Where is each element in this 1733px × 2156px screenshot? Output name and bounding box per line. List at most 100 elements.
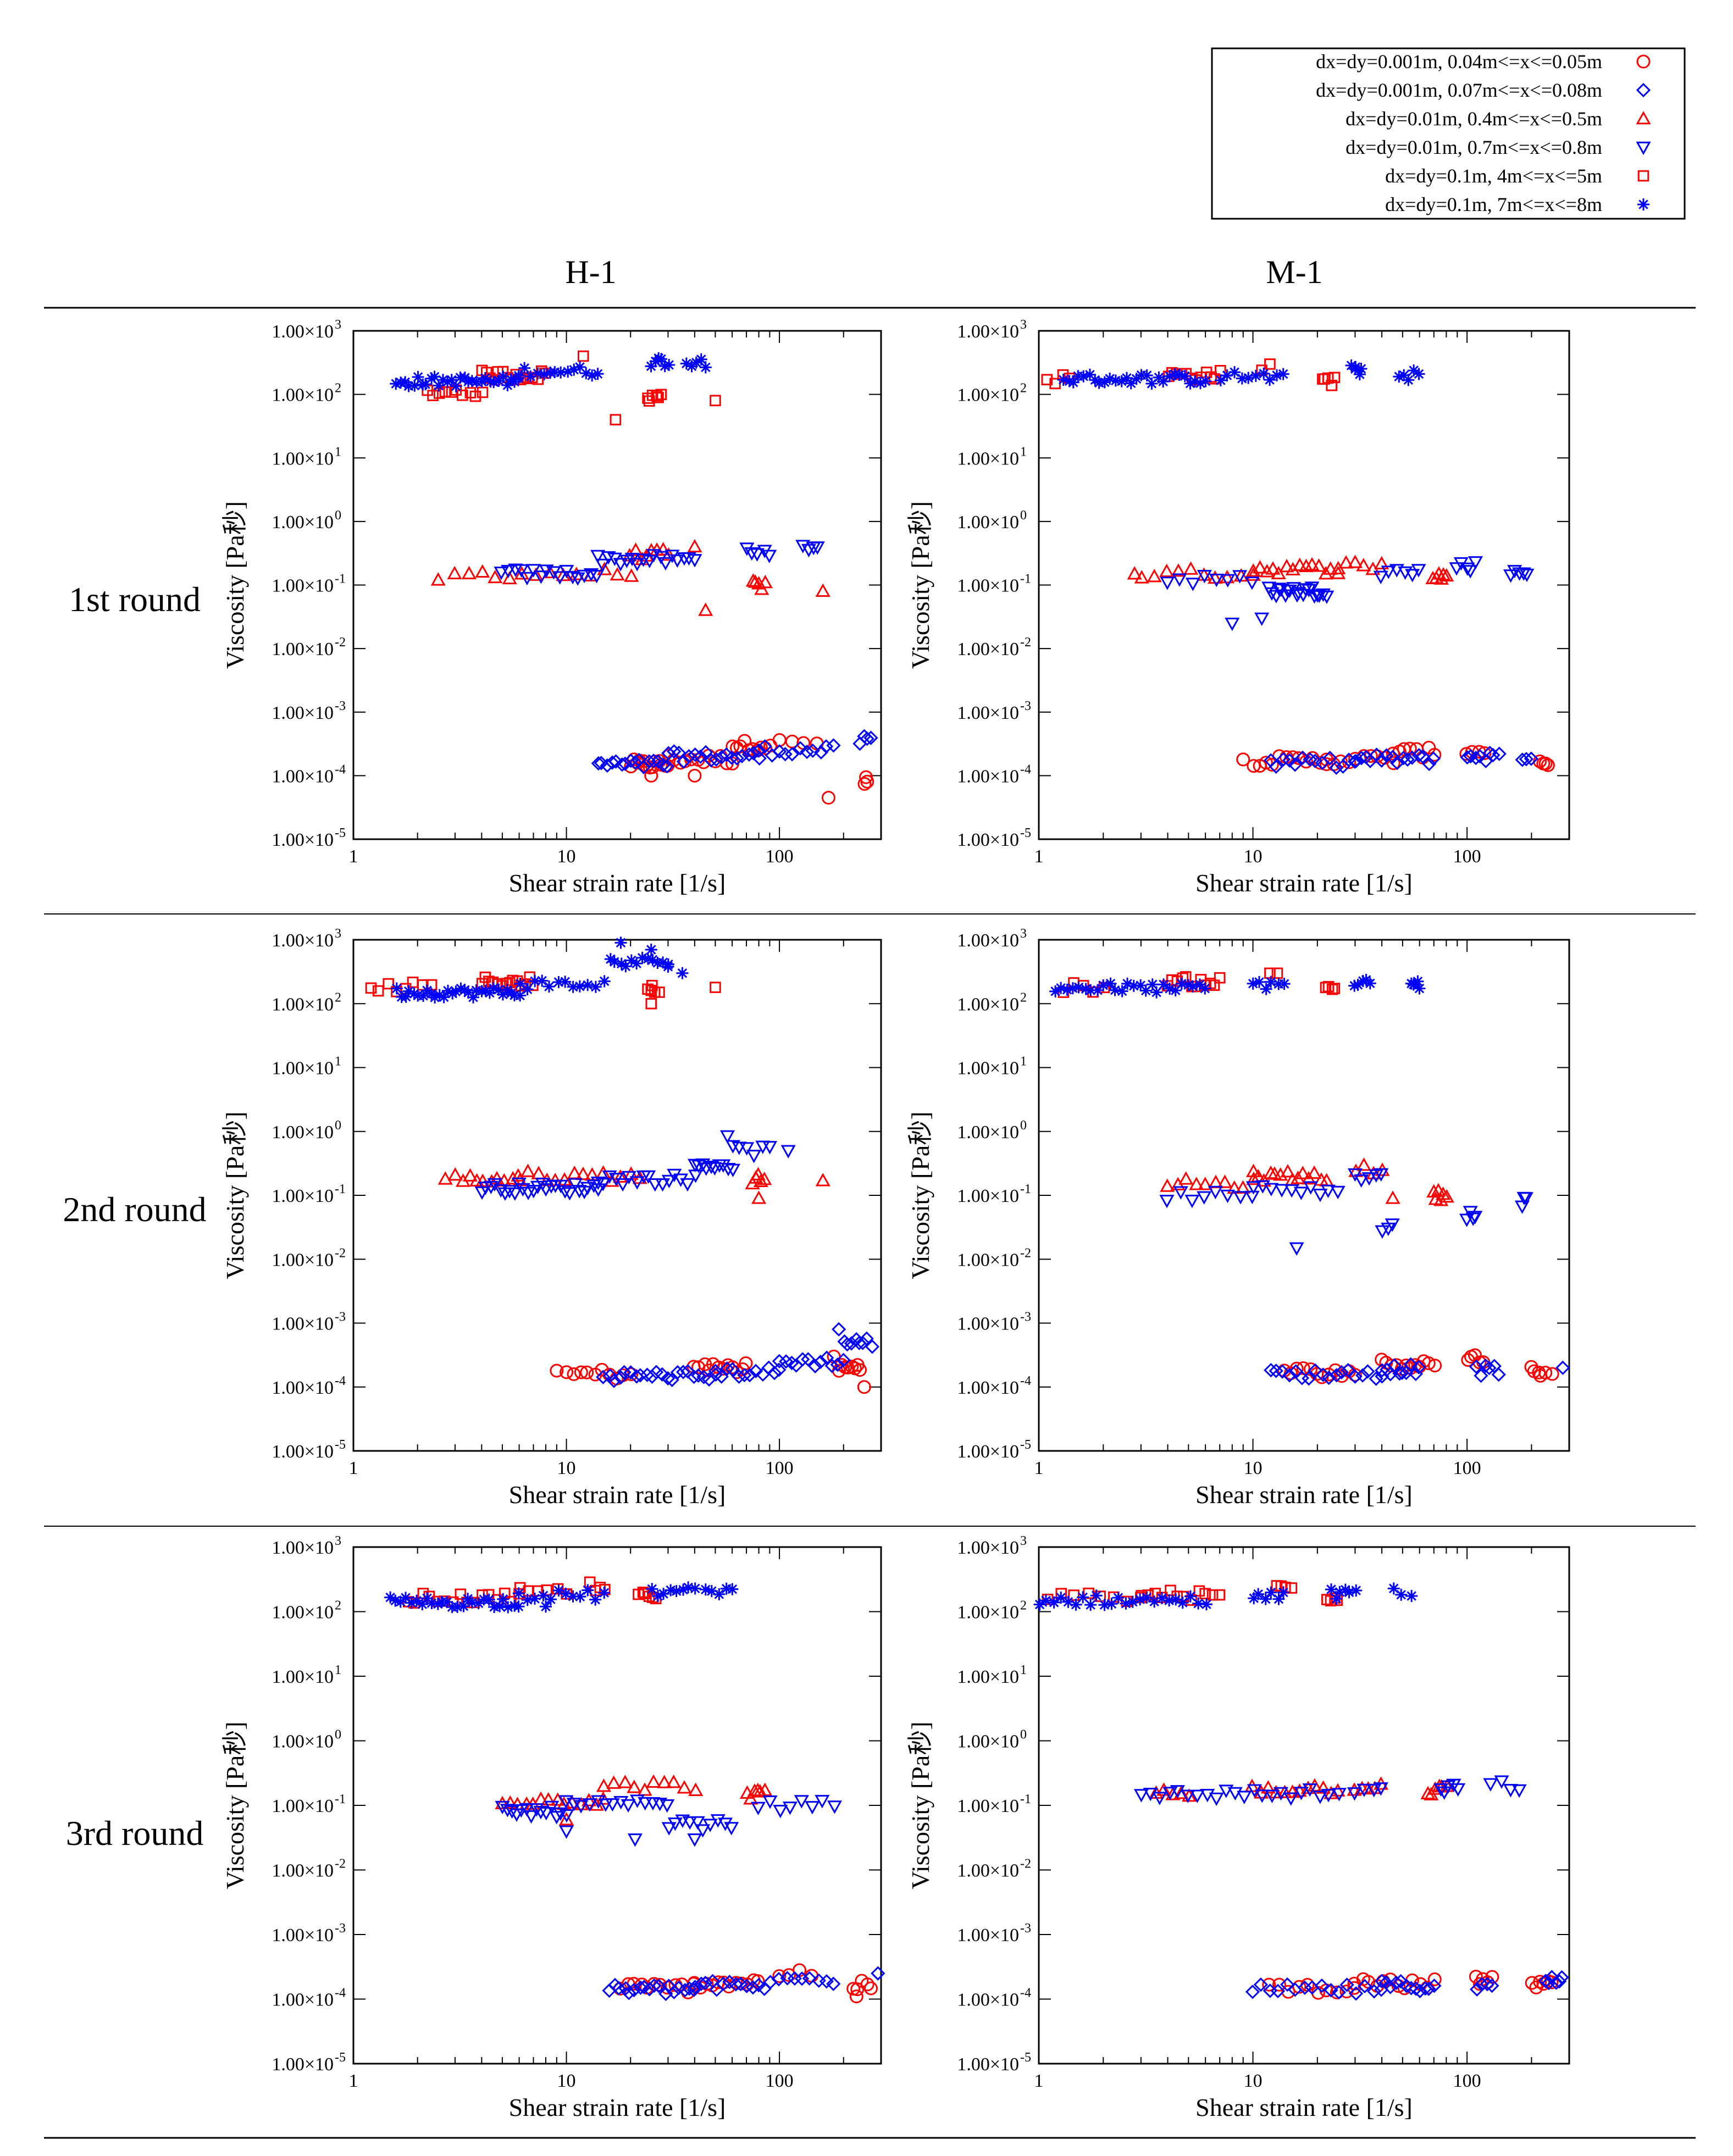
x-tick-label: 100	[1453, 1458, 1481, 1478]
y-tick-exponent: -3	[1020, 699, 1031, 713]
data-point	[815, 1173, 830, 1187]
data-point	[416, 1598, 429, 1611]
data-point	[1221, 369, 1233, 382]
data-point	[1184, 1194, 1200, 1209]
data-point	[772, 1362, 787, 1377]
data-point	[1274, 1184, 1289, 1198]
data-point	[726, 1360, 740, 1374]
x-tick-label: 1	[349, 846, 358, 867]
x-tick-label: 10	[557, 2071, 576, 2091]
data-point	[1209, 1792, 1224, 1806]
data-point	[558, 1825, 574, 1839]
data-point	[538, 368, 550, 381]
data-point	[1199, 1588, 1211, 1599]
y-tick-exponent: -1	[1020, 1182, 1031, 1196]
data-point	[1330, 1985, 1344, 1999]
y-tick-exponent: -1	[1020, 1792, 1031, 1806]
data-point	[1265, 1586, 1277, 1599]
data-point	[1303, 752, 1317, 767]
y-tick-label: 1.00×10	[272, 1250, 334, 1270]
data-point	[411, 1594, 423, 1607]
data-point	[1055, 1591, 1067, 1604]
data-point	[704, 1160, 719, 1174]
data-point	[1405, 750, 1420, 765]
data-point	[1134, 1593, 1147, 1606]
data-point	[1245, 563, 1261, 577]
data-point	[1288, 1982, 1303, 1997]
data-point	[808, 1359, 823, 1373]
data-point	[1295, 1166, 1310, 1179]
data-point	[606, 1373, 622, 1388]
data-point	[1355, 362, 1367, 375]
y-tick-label: 1.00×10	[272, 1732, 334, 1752]
data-point	[1285, 562, 1300, 575]
series-asterisk	[390, 936, 689, 1004]
data-point	[1341, 1362, 1355, 1378]
data-point	[567, 1178, 583, 1192]
data-point	[1157, 375, 1170, 388]
data-point	[450, 985, 462, 998]
data-point	[1408, 364, 1420, 377]
data-point	[590, 550, 606, 564]
data-point	[1302, 1371, 1316, 1386]
series-asterisk	[1057, 359, 1425, 390]
data-point	[1354, 1174, 1369, 1188]
data-point	[1519, 752, 1533, 767]
y-tick-exponent: -4	[1020, 1374, 1031, 1388]
data-point	[719, 1361, 734, 1376]
data-point	[1236, 752, 1250, 767]
data-point	[1165, 1584, 1176, 1597]
data-point	[1413, 982, 1426, 995]
data-point	[661, 746, 676, 761]
data-point	[589, 1593, 602, 1606]
data-point	[1264, 1362, 1278, 1378]
data-point	[782, 1802, 798, 1815]
data-point	[1197, 569, 1212, 584]
data-point	[1469, 750, 1483, 766]
data-point	[641, 1170, 656, 1184]
data-point	[514, 564, 529, 578]
data-point	[1254, 612, 1270, 627]
data-point	[773, 1804, 788, 1819]
data-point	[1068, 1589, 1079, 1601]
data-point	[713, 1588, 726, 1600]
data-point	[582, 1798, 597, 1812]
data-point	[695, 353, 707, 365]
data-point	[1041, 374, 1053, 386]
data-point	[836, 1353, 851, 1367]
data-point	[1427, 1978, 1442, 1993]
series-asterisk	[384, 1581, 739, 1614]
data-point	[606, 1775, 622, 1789]
y-tick-exponent: 2	[1020, 1599, 1027, 1613]
data-point	[537, 1589, 550, 1602]
data-point	[1116, 985, 1128, 997]
data-point	[1252, 560, 1267, 574]
data-point	[1439, 1189, 1454, 1203]
data-point	[646, 1774, 661, 1788]
data-point	[772, 733, 787, 747]
y-tick-label: 1.00×10	[957, 1314, 1019, 1334]
data-point	[472, 1597, 485, 1610]
series-triangle-up	[430, 539, 830, 616]
data-point	[1280, 1164, 1295, 1178]
series-triangle-down	[1133, 1775, 1527, 1806]
data-point	[1399, 1978, 1414, 1993]
data-point	[1133, 1789, 1149, 1803]
data-point	[544, 1800, 560, 1815]
y-tick-label: 1.00×10	[957, 1538, 1019, 1558]
y-tick-label: 1.00×10	[957, 1990, 1019, 2010]
data-point	[832, 1322, 846, 1337]
data-point	[596, 1370, 611, 1384]
data-point	[1518, 1192, 1533, 1206]
data-point	[526, 564, 541, 578]
column-title-h1: H-1	[565, 254, 616, 290]
data-point	[627, 1780, 642, 1793]
data-point	[1357, 1978, 1372, 1994]
data-point	[1235, 1180, 1250, 1194]
data-point	[680, 357, 693, 370]
data-point	[1232, 570, 1248, 584]
data-point	[784, 747, 800, 762]
data-point	[627, 1833, 643, 1847]
data-point	[1062, 1595, 1075, 1608]
y-tick-label: 1.00×10	[957, 639, 1019, 659]
